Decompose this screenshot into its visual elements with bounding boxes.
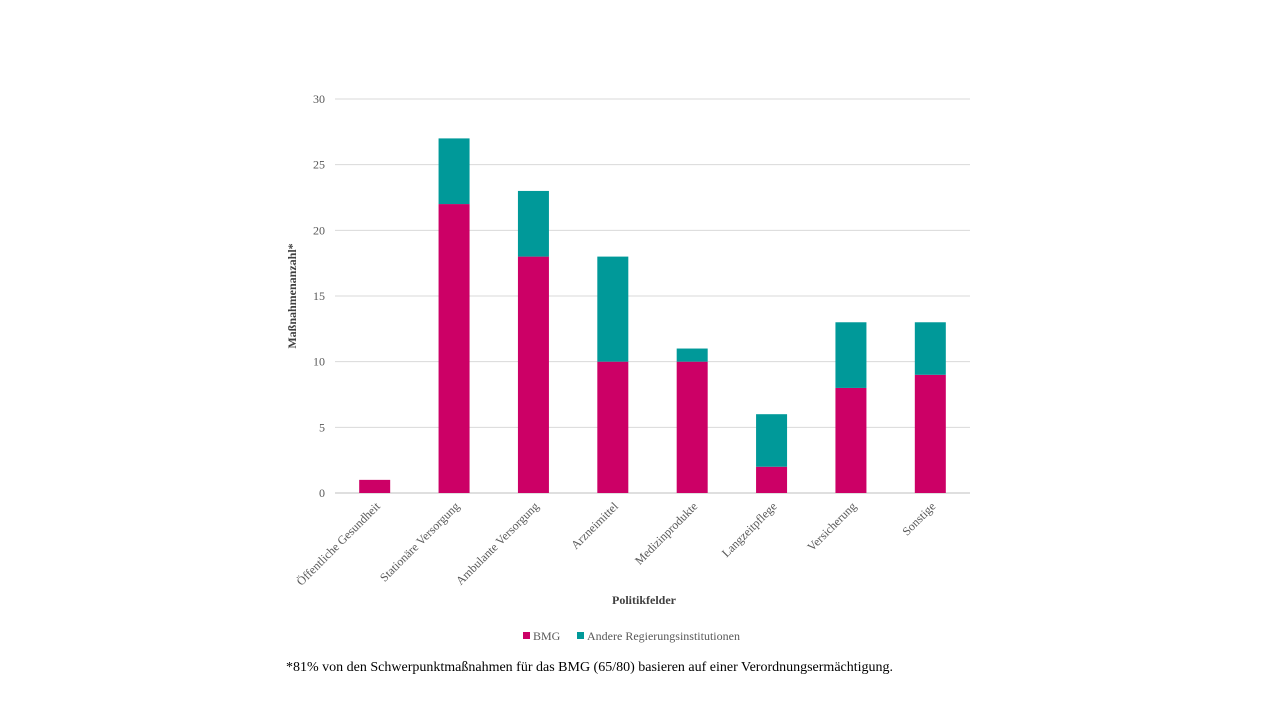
bar-andere-1 xyxy=(438,138,470,205)
x-tick-label: Stationäre Versorgung xyxy=(377,499,462,584)
legend-swatch-bmg xyxy=(523,632,530,639)
legend-label-andere: Andere Regierungsinstitutionen xyxy=(587,629,740,643)
y-tick-label: 5 xyxy=(319,420,325,434)
bars xyxy=(359,138,946,494)
x-tick-label: Langzeitpflege xyxy=(719,499,780,560)
x-tick-label: Ambulante Versorgung xyxy=(453,499,542,588)
y-axis-title: Maßnahmenanzahl* xyxy=(285,243,299,348)
bar-andere-4 xyxy=(676,348,708,362)
legend-swatch-andere xyxy=(577,632,584,639)
y-tick-label: 0 xyxy=(319,486,325,500)
bar-andere-5 xyxy=(756,414,788,467)
bar-andere-3 xyxy=(597,256,629,362)
bar-bmg-1 xyxy=(438,204,470,494)
footnote: *81% von den Schwerpunktmaßnahmen für da… xyxy=(286,660,894,675)
x-tick-label: Arzneimittel xyxy=(568,499,621,552)
bar-bmg-6 xyxy=(835,387,867,493)
x-tick-label: Sonstige xyxy=(899,499,938,538)
bar-bmg-3 xyxy=(597,361,629,493)
y-tick-label: 20 xyxy=(313,223,325,237)
y-tick-label: 30 xyxy=(313,92,325,106)
y-tick-label: 15 xyxy=(313,289,325,303)
grid-lines xyxy=(335,98,970,494)
bar-andere-2 xyxy=(517,190,549,257)
bar-bmg-5 xyxy=(756,466,788,493)
x-tick-label: Öffentliche Gesundheit xyxy=(294,499,384,589)
y-tick-labels: 0 5 10 15 20 25 30 xyxy=(313,92,325,500)
bar-bmg-0 xyxy=(359,479,391,493)
bar-andere-7 xyxy=(914,322,946,375)
bar-bmg-7 xyxy=(914,374,946,493)
x-tick-label: Medizinprodukte xyxy=(632,499,700,567)
bar-bmg-2 xyxy=(517,256,549,493)
y-tick-label: 25 xyxy=(313,158,325,172)
legend: BMG Andere Regierungsinstitutionen xyxy=(523,629,740,643)
bar-andere-6 xyxy=(835,322,867,388)
x-tick-label: Versicherung xyxy=(804,499,859,554)
legend-label-bmg: BMG xyxy=(533,629,561,643)
y-tick-label: 10 xyxy=(313,355,325,369)
x-axis-title: Politikfelder xyxy=(612,593,677,607)
bar-bmg-4 xyxy=(676,361,708,493)
